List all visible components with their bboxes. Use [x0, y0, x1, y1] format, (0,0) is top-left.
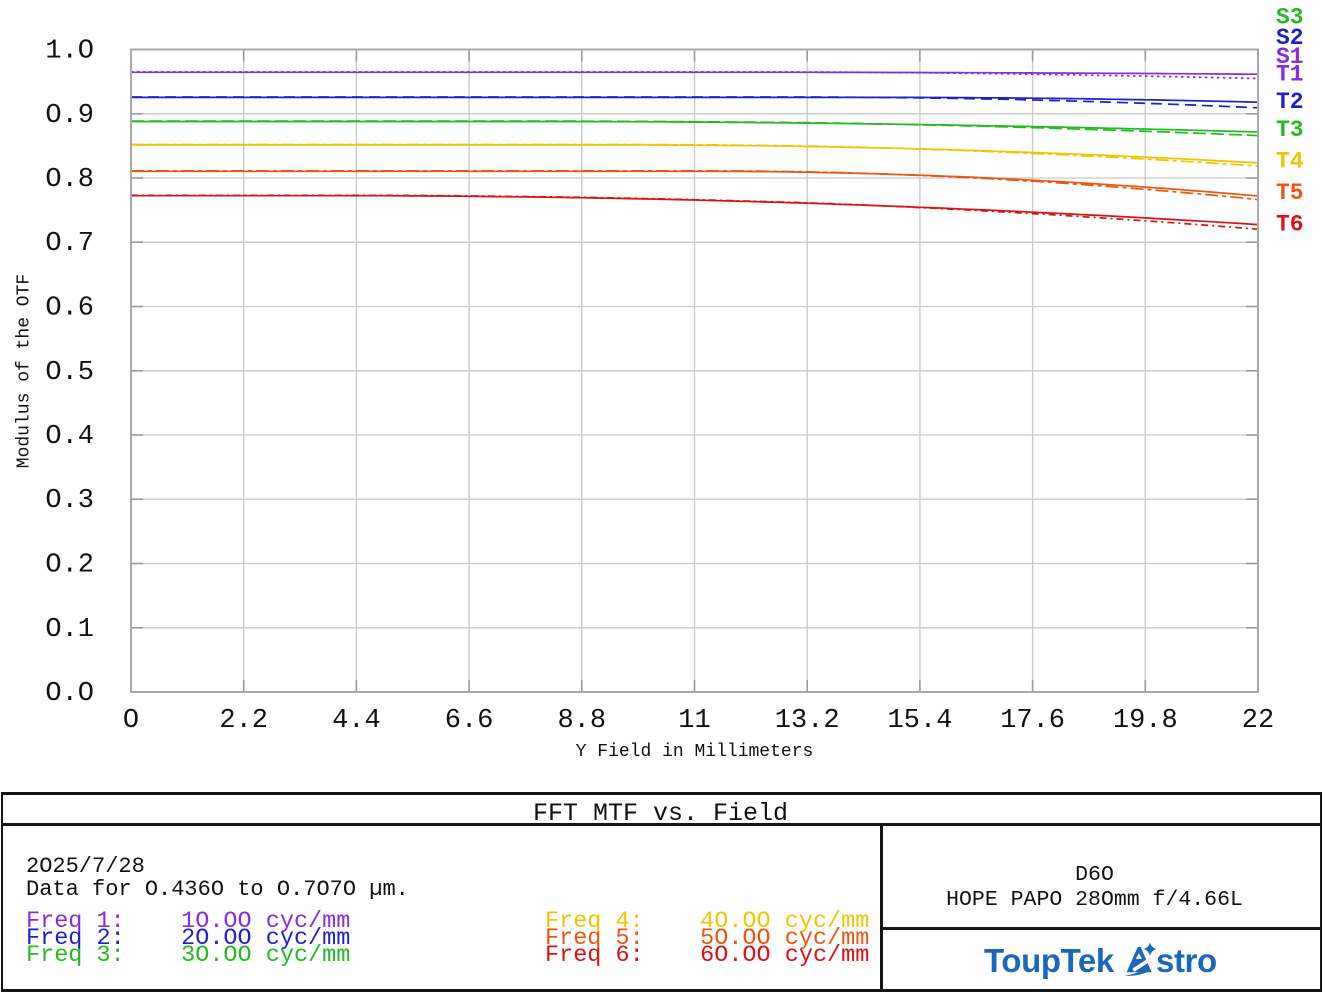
svg-text:S1: S1	[1276, 44, 1304, 70]
svg-text:6.6: 6.6	[445, 706, 494, 736]
svg-text:stro: stro	[1156, 942, 1217, 979]
svg-text:O.1: O.1	[45, 615, 94, 645]
svg-text:17.6: 17.6	[1000, 706, 1065, 736]
svg-text:T3: T3	[1276, 117, 1304, 143]
svg-text:T2: T2	[1276, 89, 1304, 115]
svg-text:22: 22	[1242, 706, 1274, 736]
svg-text:13.2: 13.2	[775, 706, 840, 736]
svg-text:1.O: 1.O	[45, 37, 94, 67]
svg-text:O.6: O.6	[45, 294, 94, 324]
svg-text:O.O: O.O	[45, 679, 94, 709]
svg-text:O.8: O.8	[45, 165, 94, 195]
svg-text:T5: T5	[1276, 180, 1304, 206]
svg-text:O.2: O.2	[45, 551, 94, 581]
svg-text:Y Field in Millimeters: Y Field in Millimeters	[576, 742, 814, 762]
svg-text:O.9: O.9	[45, 101, 94, 131]
svg-text:S3: S3	[1276, 5, 1304, 31]
svg-text:O.5: O.5	[45, 358, 94, 388]
svg-text:T6: T6	[1276, 212, 1304, 238]
svg-text:4.4: 4.4	[332, 706, 381, 736]
svg-text:O: O	[123, 706, 139, 736]
svg-text:T1: T1	[1276, 62, 1304, 88]
svg-text:O.4: O.4	[45, 422, 94, 452]
svg-text:11: 11	[678, 706, 710, 736]
svg-text:19.8: 19.8	[1113, 706, 1178, 736]
svg-text:T4: T4	[1276, 149, 1304, 175]
svg-text:15.4: 15.4	[887, 706, 952, 736]
svg-text:2.2: 2.2	[219, 706, 268, 736]
svg-text:O.3: O.3	[45, 486, 94, 516]
svg-text:ToupTek: ToupTek	[984, 942, 1115, 979]
svg-text:O.7: O.7	[45, 229, 94, 259]
svg-text:Modulus of the OTF: Modulus of the OTF	[15, 274, 35, 468]
svg-text:8.8: 8.8	[557, 706, 606, 736]
svg-text:S2: S2	[1276, 25, 1304, 51]
